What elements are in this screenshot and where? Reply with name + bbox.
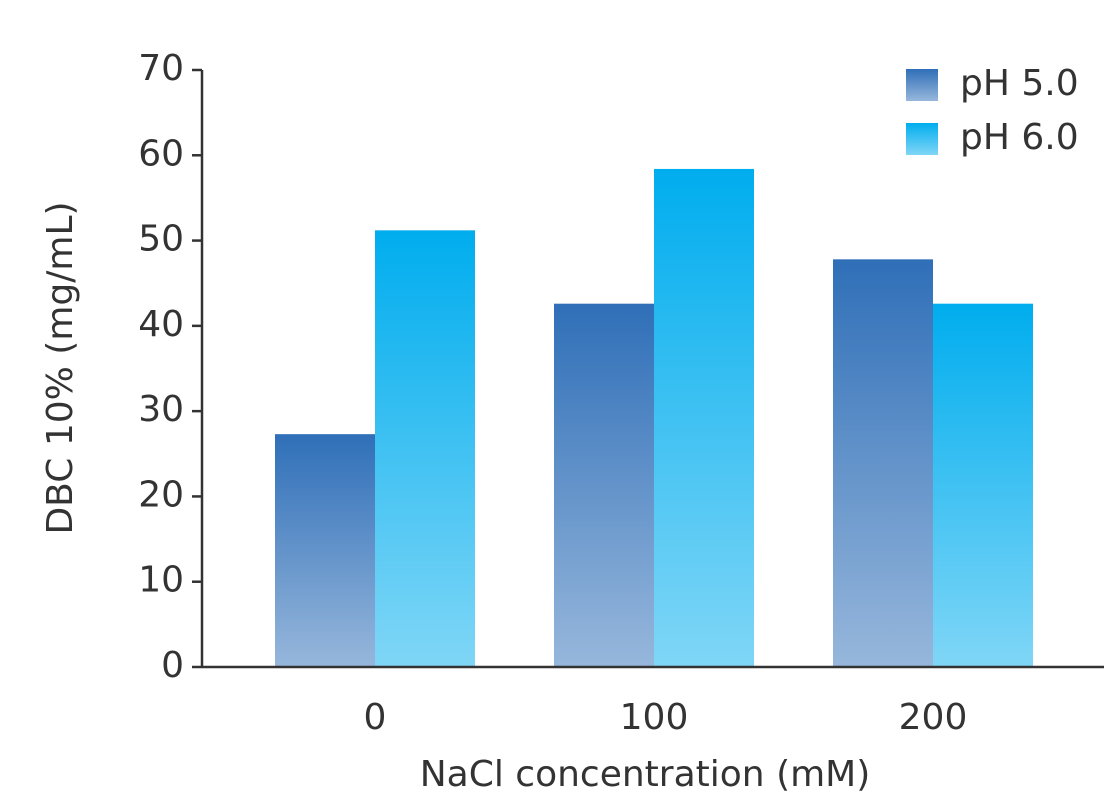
- y-tick-label: 40: [138, 304, 184, 345]
- y-tick-label: 70: [138, 48, 184, 89]
- x-tick-label: 0: [364, 697, 387, 738]
- bar: [654, 168, 754, 667]
- legend-swatch: [906, 69, 938, 101]
- y-tick-label: 30: [138, 389, 184, 430]
- x-tick-label: 200: [899, 697, 968, 738]
- legend-label: pH 6.0: [960, 117, 1079, 158]
- y-tick-label: 50: [138, 219, 184, 260]
- bar: [375, 230, 475, 667]
- bar: [275, 434, 375, 667]
- y-tick-label: 0: [161, 645, 184, 686]
- bar: [933, 303, 1033, 667]
- y-axis-title: DBC 10% (mg/mL): [40, 201, 81, 534]
- legend-label: pH 5.0: [960, 63, 1079, 104]
- x-axis-title: NaCl concentration (mM): [420, 754, 871, 792]
- legend-swatch: [906, 123, 938, 155]
- bar: [554, 303, 654, 667]
- y-tick-label: 10: [138, 560, 184, 601]
- x-tick-label: 100: [620, 697, 689, 738]
- bar: [833, 259, 933, 667]
- y-tick-label: 20: [138, 474, 184, 515]
- y-tick-label: 60: [138, 133, 184, 174]
